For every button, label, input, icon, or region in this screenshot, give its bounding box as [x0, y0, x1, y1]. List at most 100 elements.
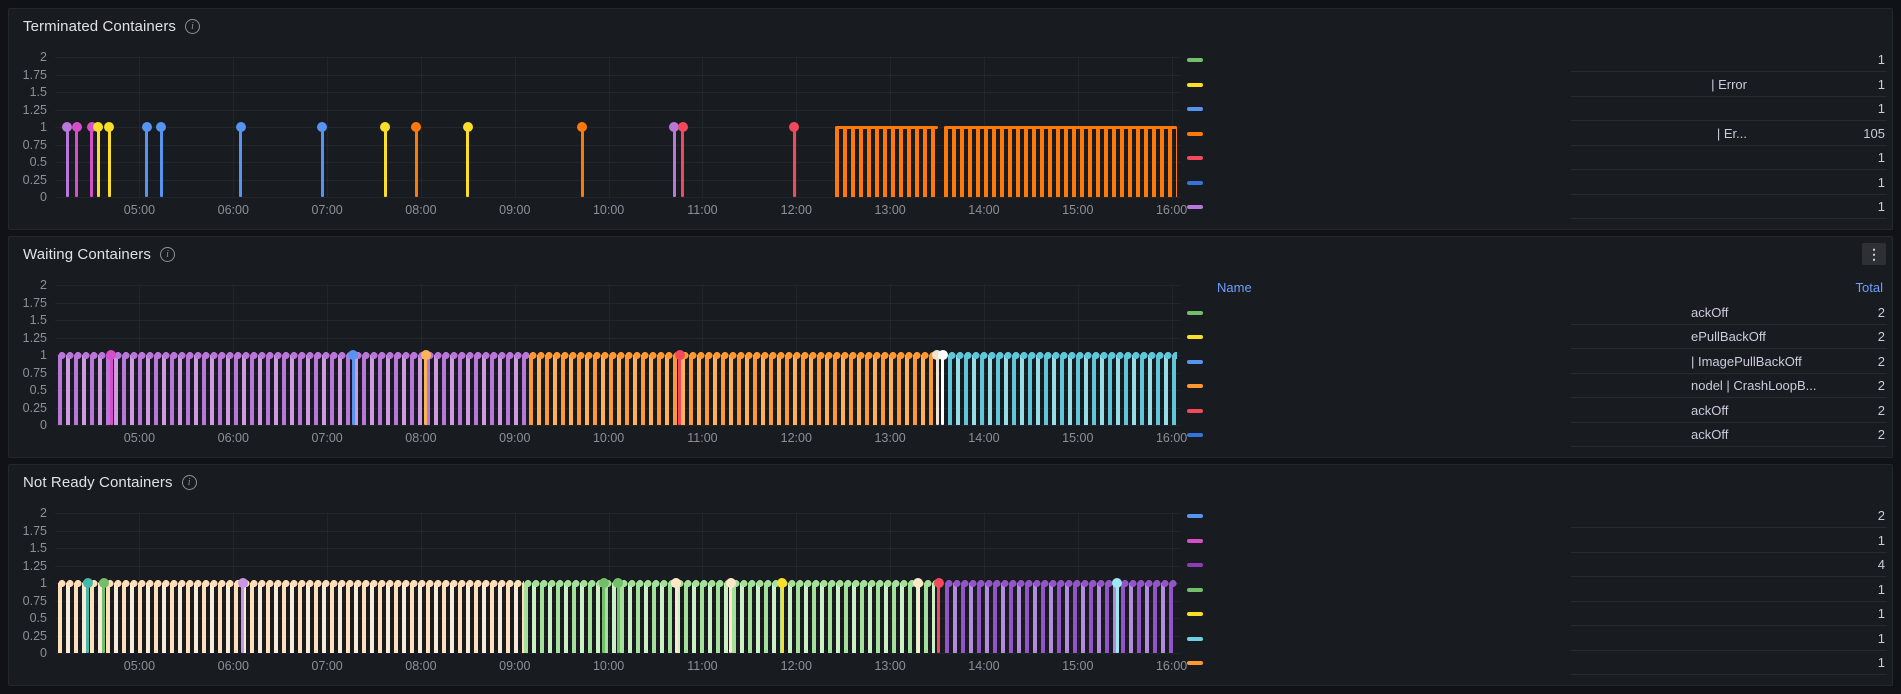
event-dot — [348, 350, 359, 360]
event-line — [616, 583, 620, 653]
event-line — [351, 355, 355, 425]
event-dot — [86, 122, 97, 132]
event-line — [941, 355, 945, 425]
y-axis-tick-label: 1.5 — [29, 541, 47, 555]
legend-total: 1 — [1877, 630, 1885, 646]
x-axis-tick-label: 06:00 — [217, 431, 249, 445]
legend-swatch[interactable] — [1187, 636, 1203, 641]
legend-swatch[interactable] — [1187, 205, 1203, 209]
y-axis-tick-label: 0.75 — [22, 137, 47, 152]
legend-table-row: | Error 1 — [1571, 72, 1887, 97]
legend-table-header-name[interactable]: Name — [1217, 280, 1252, 295]
legend-table-row: 1 — [1571, 528, 1887, 553]
x-axis-tick-label: 16:00 — [1155, 659, 1188, 673]
x-axis-tick-label: 10:00 — [592, 431, 625, 445]
y-axis-tick-label: 0.25 — [22, 628, 47, 643]
event-line — [672, 127, 676, 197]
event-line — [414, 127, 418, 197]
y-axis-tick-label: 2 — [40, 506, 47, 520]
plot-area[interactable] — [55, 285, 1181, 426]
legend-total: 2 — [1877, 402, 1885, 418]
legend-swatch[interactable] — [1187, 433, 1203, 437]
legend-table-header-total[interactable]: Total — [1855, 280, 1883, 295]
x-axis-tick-label: 11:00 — [687, 203, 718, 217]
plot-area[interactable] — [55, 57, 1181, 198]
legend-total: 1 — [1877, 52, 1885, 67]
info-icon[interactable]: i — [159, 247, 175, 262]
panel-terminated-containers: Terminated Containers i ⋮ 21.751.51.2510… — [8, 8, 1893, 230]
legend-swatch[interactable] — [1187, 661, 1203, 665]
legend-swatch[interactable] — [1187, 335, 1203, 339]
y-axis-tick-label: 1.25 — [22, 102, 47, 117]
legend-swatch[interactable] — [1187, 538, 1203, 543]
grid-line-horizontal — [55, 92, 1181, 93]
legend-total: 1 — [1877, 150, 1885, 165]
x-axis: 05:00 06:00 07:00 08:00 09:00 10:00 11:00 12:00… — [55, 659, 1187, 675]
legend-name[interactable]: ePullBackOff — [1691, 329, 1766, 344]
event-dot — [141, 122, 152, 132]
x-axis-tick-label: 14:00 — [968, 203, 1000, 217]
legend-swatch[interactable] — [1187, 156, 1203, 160]
y-axis-tick-label: 1 — [40, 576, 47, 590]
grid-line-horizontal — [55, 285, 1181, 286]
legend-table-row: 1 — [1571, 626, 1887, 651]
info-icon[interactable]: i — [181, 475, 197, 490]
y-axis-tick-label: 0.5 — [29, 611, 47, 625]
legend-name[interactable]: ackOff — [1691, 427, 1729, 442]
legend-total: 1 — [1877, 101, 1885, 116]
legend-swatch[interactable] — [1187, 180, 1203, 185]
info-icon[interactable]: i — [185, 19, 201, 34]
legend-name[interactable]: | ImagePullBackOff — [1691, 353, 1802, 369]
event-dot — [462, 122, 473, 132]
x-axis-tick-label: 05:00 — [123, 659, 156, 673]
grid-line-vertical — [420, 57, 422, 197]
legend-swatch[interactable] — [1187, 82, 1203, 87]
y-axis-tick-label: 2 — [40, 50, 47, 64]
legend-swatch[interactable] — [1187, 408, 1203, 413]
panel-title[interactable]: Terminated Containers — [23, 18, 177, 35]
grid-line-vertical — [139, 57, 141, 197]
event-line — [678, 355, 682, 425]
event-dot — [104, 122, 115, 132]
bar-segment-top — [57, 350, 529, 360]
legend-swatch[interactable] — [1187, 384, 1203, 388]
legend-swatch[interactable] — [1187, 107, 1203, 111]
legend-swatch[interactable] — [1187, 563, 1203, 567]
grid-line-horizontal — [55, 109, 1181, 111]
plot-area[interactable] — [55, 513, 1181, 654]
legend-swatch[interactable] — [1187, 359, 1203, 364]
y-axis-tick-label: 1.75 — [22, 67, 47, 82]
x-axis-tick-label: 12:00 — [780, 203, 812, 217]
x-axis-tick-label: 08:00 — [405, 431, 437, 445]
y-axis: 2 1.75 1.5 1.25 1 0.75 0.5 0.25 0 — [9, 506, 47, 660]
event-dot — [411, 122, 422, 132]
panel-title[interactable]: Not Ready Containers — [23, 474, 173, 491]
event-dot — [380, 122, 391, 132]
legend-name[interactable]: nodel | CrashLoopB... — [1691, 378, 1817, 393]
panel-not-ready-containers: Not Ready Containers i ⋮ 21.751.51.2510.… — [8, 464, 1893, 686]
legend-total: 4 — [1877, 557, 1885, 572]
legend-swatch[interactable] — [1187, 514, 1203, 518]
legend-swatch[interactable] — [1187, 310, 1203, 315]
grid-line-horizontal — [55, 425, 1181, 426]
y-axis: 2 1.75 1.5 1.25 1 0.75 0.5 0.25 0 — [9, 50, 47, 204]
event-dot — [577, 122, 588, 132]
x-axis-tick-label: 07:00 — [311, 659, 343, 673]
bar-segment — [943, 127, 1178, 197]
legend-swatch[interactable] — [1187, 587, 1203, 592]
legend-table: ackOff 2 ePullBackOff 2 | ImagePullBackOff 2 n… — [1571, 237, 1887, 457]
legend-total: 1 — [1877, 174, 1885, 190]
legend-name[interactable]: ackOff — [1691, 304, 1729, 320]
panel-title[interactable]: Waiting Containers — [23, 246, 151, 263]
legend-name[interactable]: ackOff — [1691, 402, 1729, 418]
legend-swatch[interactable] — [1187, 131, 1203, 136]
event-line — [75, 127, 79, 197]
panel-menu-icon[interactable]: ⋮ — [1862, 243, 1886, 265]
event-line — [1115, 583, 1119, 653]
grid-line-horizontal — [55, 302, 1181, 304]
legend-swatch[interactable] — [1187, 58, 1203, 62]
x-axis-tick-label: 09:00 — [499, 431, 531, 445]
legend-swatch[interactable] — [1187, 612, 1203, 616]
event-dot — [317, 122, 328, 132]
y-axis: 2 1.75 1.5 1.25 1 0.75 0.5 0.25 0 — [9, 278, 47, 432]
